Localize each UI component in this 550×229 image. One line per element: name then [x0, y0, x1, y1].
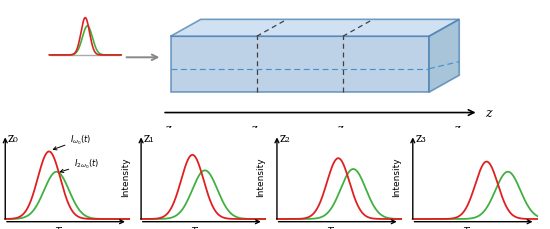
Polygon shape	[170, 20, 459, 37]
Text: Intensity: Intensity	[393, 157, 402, 196]
Text: $I_{\omega_0}(t)$: $I_{\omega_0}(t)$	[53, 133, 92, 150]
Text: $I_{2\omega_0}(t)$: $I_{2\omega_0}(t)$	[60, 157, 100, 173]
X-axis label: Time: Time	[191, 226, 213, 229]
Text: z₃: z₃	[415, 131, 426, 144]
Text: z₂: z₂	[338, 123, 348, 133]
Polygon shape	[170, 37, 429, 93]
Text: z₃: z₃	[454, 123, 464, 133]
Text: Intensity: Intensity	[121, 157, 130, 196]
Text: z₁: z₁	[144, 131, 155, 144]
X-axis label: Time: Time	[327, 226, 349, 229]
Text: z: z	[485, 106, 492, 120]
Text: z₁: z₁	[251, 123, 262, 133]
Polygon shape	[429, 20, 459, 93]
Text: Intensity: Intensity	[257, 157, 266, 196]
X-axis label: Time: Time	[463, 226, 485, 229]
X-axis label: Time: Time	[56, 226, 78, 229]
Text: z₀: z₀	[166, 123, 175, 133]
Text: z₀: z₀	[8, 131, 19, 144]
Text: z₂: z₂	[279, 131, 290, 144]
